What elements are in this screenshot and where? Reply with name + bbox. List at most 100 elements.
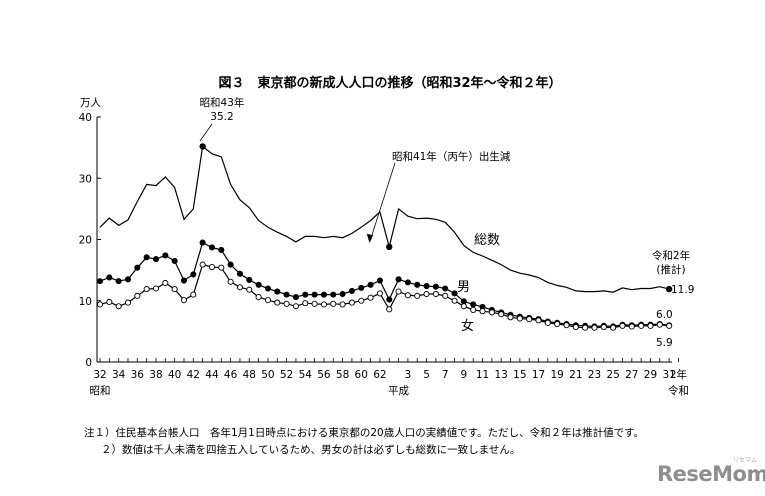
data-point-female bbox=[190, 291, 197, 298]
data-point-female bbox=[283, 300, 290, 307]
y-axis-label: 万人 bbox=[80, 97, 101, 109]
data-point-male bbox=[358, 284, 365, 291]
x-tick-label: 7 bbox=[442, 369, 449, 381]
y-tick-label: 0 bbox=[85, 357, 92, 369]
data-point-male bbox=[386, 296, 393, 303]
data-point-female bbox=[404, 292, 411, 299]
data-point-male bbox=[190, 271, 197, 278]
data-point-female bbox=[535, 317, 542, 324]
data-point-female bbox=[451, 297, 458, 304]
data-point-male bbox=[171, 257, 178, 264]
data-point-male bbox=[432, 283, 439, 290]
x-tick-label: 50 bbox=[261, 369, 274, 381]
latest-female-label: 5.9 bbox=[656, 337, 673, 349]
x-tick-label: 23 bbox=[588, 369, 601, 381]
peak-year-label: 昭和43年 bbox=[200, 96, 245, 109]
x-tick-label: 21 bbox=[569, 369, 582, 381]
data-point-female bbox=[143, 286, 150, 293]
data-point-female bbox=[516, 315, 523, 322]
era-label: 昭和 bbox=[90, 385, 111, 397]
data-point-female bbox=[544, 319, 551, 326]
data-point-female bbox=[610, 324, 617, 331]
y-tick-label: 10 bbox=[79, 296, 92, 308]
data-point-female bbox=[302, 300, 309, 307]
data-point-female bbox=[124, 299, 132, 306]
data-point-female bbox=[274, 299, 281, 306]
data-point-female bbox=[376, 290, 383, 297]
x-tick-label: 9 bbox=[461, 369, 468, 381]
series-label-female: 女 bbox=[461, 318, 474, 334]
x-tick-label: 46 bbox=[224, 369, 238, 381]
data-point-female bbox=[96, 301, 104, 308]
x-tick-label: 31 bbox=[662, 369, 675, 381]
peak-value-label: 35.2 bbox=[210, 111, 233, 123]
x-tick-label: 42 bbox=[187, 369, 200, 381]
x-tick-label: 2年 bbox=[670, 368, 687, 381]
data-point-male bbox=[274, 288, 281, 295]
data-point-female bbox=[106, 298, 113, 306]
data-point-female bbox=[227, 278, 234, 285]
data-point-female bbox=[320, 301, 327, 308]
x-tick-label: 36 bbox=[131, 369, 145, 381]
data-point-male bbox=[106, 274, 113, 281]
x-tick-label: 54 bbox=[299, 369, 313, 381]
highlight-point-total bbox=[199, 143, 206, 150]
data-point-male bbox=[292, 294, 299, 301]
data-point-female bbox=[572, 324, 579, 331]
x-tick-label: 34 bbox=[112, 369, 126, 381]
series-label-total: 総数 bbox=[474, 233, 500, 248]
x-tick-label: 40 bbox=[168, 369, 181, 381]
data-point-female bbox=[171, 286, 178, 293]
data-point-female bbox=[666, 322, 673, 329]
series-line-male bbox=[99, 241, 670, 328]
data-point-female bbox=[348, 299, 355, 306]
data-point-female bbox=[600, 324, 607, 331]
estimate-label: (推計) bbox=[656, 263, 685, 276]
data-point-male bbox=[376, 277, 383, 284]
data-point-female bbox=[656, 321, 663, 328]
x-tick-label: 11 bbox=[476, 369, 489, 381]
data-point-male bbox=[134, 264, 141, 271]
x-tick-label: 29 bbox=[644, 369, 657, 381]
resemom-logo-sub: リセマム bbox=[733, 457, 758, 464]
data-point-male bbox=[115, 278, 122, 285]
data-point-female bbox=[367, 294, 374, 301]
x-tick-label: 38 bbox=[149, 369, 162, 381]
data-point-female bbox=[134, 292, 141, 299]
x-tick-label: 27 bbox=[625, 369, 638, 381]
data-point-male bbox=[208, 244, 216, 251]
footnote-2: ２）数値は千人未満を四捨五入しているため、男女の計は必ずしも総数に一致しません。 bbox=[101, 444, 521, 456]
latest-male-label: 6.0 bbox=[656, 309, 673, 321]
x-tick-label: 58 bbox=[336, 369, 349, 381]
hinoeuma-arrow-line bbox=[370, 162, 396, 239]
data-point-female bbox=[432, 290, 439, 298]
era-labels: 昭和 平成 令和 bbox=[90, 384, 689, 397]
data-point-male bbox=[227, 261, 234, 268]
data-point-female bbox=[208, 264, 216, 271]
data-point-female bbox=[647, 322, 654, 329]
data-point-female bbox=[498, 311, 505, 318]
data-point-female bbox=[292, 303, 299, 310]
population-line-chart: 図３ 東京都の新成人人口の推移（昭和32年～令和２年） 万人 0 10 20 30 40… bbox=[79, 75, 695, 397]
data-point-male bbox=[348, 287, 355, 295]
series-label-male: 男 bbox=[457, 280, 470, 295]
data-point-male bbox=[404, 279, 411, 286]
data-point-male bbox=[339, 290, 346, 298]
data-point-female bbox=[246, 286, 253, 293]
resemom-logo: ReseMom bbox=[657, 462, 765, 486]
x-tick-label: 52 bbox=[280, 369, 293, 381]
data-point-female bbox=[255, 294, 262, 301]
data-point-male bbox=[124, 276, 132, 283]
x-tick-label: 62 bbox=[373, 369, 386, 381]
data-point-male bbox=[218, 246, 225, 253]
data-point-female bbox=[442, 292, 449, 299]
x-tick-label: 44 bbox=[205, 369, 219, 381]
series-line-total bbox=[99, 145, 670, 293]
data-point-female bbox=[638, 322, 645, 329]
data-point-male bbox=[414, 281, 421, 288]
data-point-female bbox=[526, 316, 533, 323]
x-ticks: 32 34 36 38 40 42 44 46 48 50 52 54 56 58 60 62 3 5 7 9 11 13… bbox=[93, 358, 687, 381]
data-point-male bbox=[96, 278, 104, 285]
data-point-female bbox=[470, 306, 477, 313]
latest-year-label: 令和2年 bbox=[652, 249, 690, 262]
